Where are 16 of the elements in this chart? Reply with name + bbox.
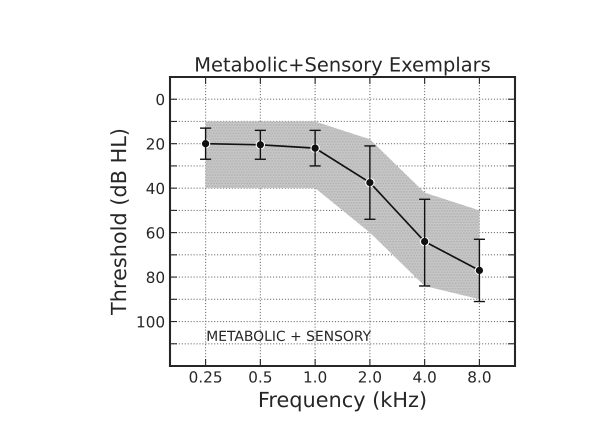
annotation: METABOLIC + SENSORY <box>208 330 372 342</box>
y-tick-label: 100 <box>138 316 164 328</box>
x-tick-label: 0.5 <box>249 371 272 383</box>
x-axis-title: Frequency (kHz) <box>260 391 426 412</box>
x-tick-label: 0.25 <box>190 371 222 383</box>
chart-title: Metabolic+Sensory Exemplars <box>196 56 490 76</box>
x-tick-label: 8.0 <box>468 371 491 383</box>
y-tick-label: 0 <box>156 94 164 106</box>
x-tick-label: 2.0 <box>358 371 382 383</box>
y-axis-title: Threshold (dB HL) <box>110 130 129 316</box>
x-tick-label: 1.0 <box>304 371 326 383</box>
y-tick-label: 20 <box>146 138 164 150</box>
y-tick-label: 40 <box>146 182 164 194</box>
y-tick-label: 60 <box>146 227 164 239</box>
x-tick-label: 4.0 <box>413 371 436 383</box>
y-tick-label: 80 <box>146 272 164 284</box>
